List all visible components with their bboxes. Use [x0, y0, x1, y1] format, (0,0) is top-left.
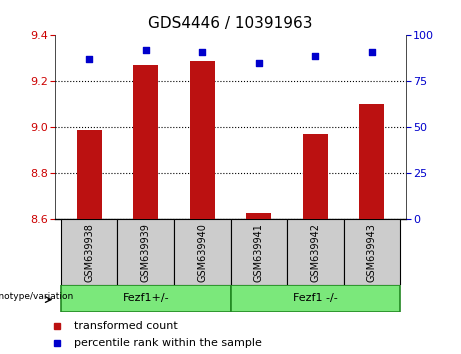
Bar — [174, 219, 230, 285]
Text: GSM639939: GSM639939 — [141, 223, 151, 282]
Bar — [230, 285, 400, 312]
Text: GSM639938: GSM639938 — [84, 223, 94, 282]
Bar — [133, 65, 159, 219]
Bar — [343, 219, 400, 285]
Text: GSM639942: GSM639942 — [310, 223, 320, 282]
Text: percentile rank within the sample: percentile rank within the sample — [74, 338, 262, 348]
Bar — [246, 212, 272, 219]
Text: GSM639941: GSM639941 — [254, 223, 264, 282]
Bar — [61, 285, 230, 312]
Point — [312, 53, 319, 58]
Text: Fezf1+/-: Fezf1+/- — [123, 293, 169, 303]
Bar — [302, 134, 328, 219]
Point — [199, 49, 206, 55]
Text: genotype/variation: genotype/variation — [0, 292, 74, 301]
Text: Fezf1 -/-: Fezf1 -/- — [293, 293, 337, 303]
Bar — [77, 130, 102, 219]
Bar — [230, 219, 287, 285]
Text: GSM639940: GSM639940 — [197, 223, 207, 282]
Bar — [61, 219, 118, 285]
Bar — [189, 61, 215, 219]
Title: GDS4446 / 10391963: GDS4446 / 10391963 — [148, 16, 313, 32]
Bar — [287, 219, 343, 285]
Point — [255, 60, 262, 66]
Bar — [359, 104, 384, 219]
Text: GSM639943: GSM639943 — [367, 223, 377, 282]
Point — [86, 57, 93, 62]
Text: transformed count: transformed count — [74, 321, 177, 331]
Point — [142, 47, 149, 53]
Bar — [118, 219, 174, 285]
Point — [368, 49, 375, 55]
